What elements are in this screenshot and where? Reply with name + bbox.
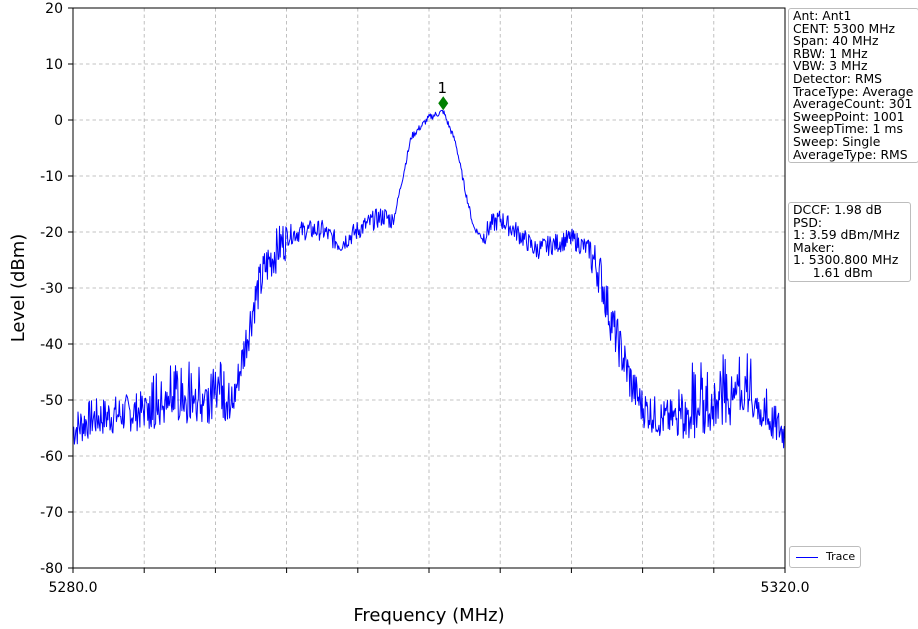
y-tick-label: -70 <box>40 505 63 521</box>
measure-line: Maker: <box>793 239 835 255</box>
param-line: Sweep: Single <box>793 133 881 149</box>
measurement-params-box: Ant: Ant1 CENT: 5300 MHz Span: 40 MHz RBW: … <box>788 8 918 164</box>
measure-line: DCCF: 1.98 dB <box>793 202 883 217</box>
grid-lines <box>73 8 785 568</box>
x-tick-label: 5320.0 <box>761 580 810 596</box>
param-line: SweepTime: 1 ms <box>793 121 903 137</box>
param-line: VBW: 3 MHz <box>793 58 868 74</box>
y-tick-label: -80 <box>40 561 63 577</box>
param-line: AverageType: RMS <box>793 146 908 162</box>
legend-entry-trace: Trace <box>826 550 856 563</box>
param-line: CENT: 5300 MHz <box>793 20 896 36</box>
trace-line <box>72 109 786 449</box>
x-axis-ticks: 5280.0 5320.0 <box>49 568 810 596</box>
legend-line-swatch <box>796 557 818 558</box>
param-line: Span: 40 MHz <box>793 33 879 49</box>
x-axis-title: Frequency (MHz) <box>353 605 504 626</box>
marker-label: 1 <box>437 79 447 97</box>
marker-annotations: 1 <box>437 79 449 111</box>
measure-line: PSD: <box>793 214 823 230</box>
y-tick-label: 0 <box>54 113 63 129</box>
param-line: TraceType: Average <box>793 83 914 99</box>
param-line: AverageCount: 301 <box>793 96 913 112</box>
measurement-results-box: DCCF: 1.98 dB PSD: 1: 3.59 dBm/MHz Maker: 1.… <box>788 202 911 282</box>
y-axis-ticks: 20 10 0 -10 -20 -30 -40 -50 -60 -70 -80 <box>40 1 73 577</box>
measure-line: 1. 5300.800 MHz <box>793 252 899 268</box>
trace-series <box>72 109 786 449</box>
param-line: Detector: RMS <box>793 70 883 86</box>
measure-line: 1.61 dBm <box>793 264 873 280</box>
param-line: SweepPoint: 1001 <box>793 108 905 124</box>
legend: Trace <box>789 546 861 568</box>
param-line: RBW: 1 MHz <box>793 45 868 61</box>
measure-line: 1: 3.59 dBm/MHz <box>793 227 900 243</box>
y-tick-label: -50 <box>40 393 63 409</box>
y-axis-title: Level (dBm) <box>8 234 29 343</box>
y-tick-label: -30 <box>40 281 63 297</box>
marker-diamond <box>438 96 449 111</box>
param-line: Ant: Ant1 <box>793 8 852 23</box>
y-tick-label: -40 <box>40 337 63 353</box>
y-tick-label: 10 <box>45 57 63 73</box>
y-tick-label: -60 <box>40 449 63 465</box>
x-tick-label: 5280.0 <box>49 580 98 596</box>
y-tick-label: 20 <box>45 1 63 17</box>
y-tick-label: -20 <box>40 225 63 241</box>
y-tick-label: -10 <box>40 169 63 185</box>
